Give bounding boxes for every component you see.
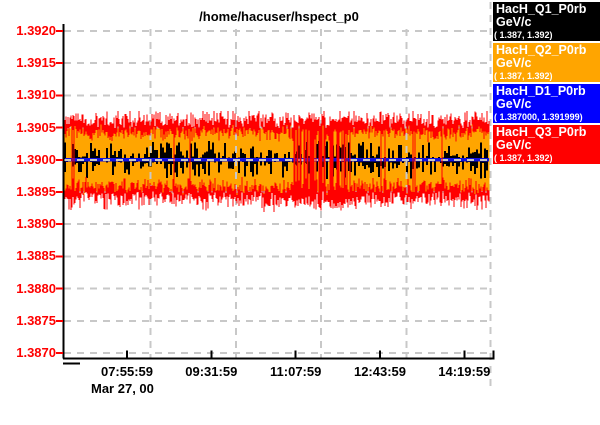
chart-title: /home/hacuser/hspect_p0	[199, 9, 359, 24]
legend-item-hach-q3-p0rb[interactable]: HacH_Q3_P0rb GeV/c( 1.387, 1.392)	[493, 125, 600, 164]
x-axis-tick-label: 11:07:59	[270, 364, 322, 379]
legend-series-units: GeV/c	[496, 15, 532, 29]
y-axis-ticks	[56, 30, 63, 354]
x-axis-date-label: Mar 27, 00	[91, 381, 154, 396]
y-axis-tick-label: 1.3870	[16, 345, 56, 360]
legend-series-range: ( 1.387, 1.392)	[494, 30, 553, 40]
legend-series-name: HacH_Q3_P0rb	[496, 125, 587, 139]
y-axis-tick-label: 1.3875	[16, 312, 56, 328]
legend-series-name: HacH_Q2_P0rb	[496, 43, 587, 57]
legend-series-range: ( 1.387000, 1.391999)	[494, 112, 583, 122]
y-axis-tick-label: 1.3910	[16, 87, 56, 103]
y-axis-tick-label: 1.3895	[16, 184, 56, 199]
x-axis-tick-label: 14:19:59	[438, 364, 491, 379]
legend-series-units: GeV/c	[496, 56, 532, 70]
y-axis-tick-label: 1.3905	[16, 119, 56, 135]
legend-item-hach-d1-p0rb[interactable]: HacH_D1_P0rb GeV/c( 1.387000, 1.391999)	[493, 84, 600, 123]
legend: HacH_Q1_P0rb GeV/c( 1.387, 1.392) HacH_Q2_…	[493, 2, 600, 166]
legend-item-hach-q1-p0rb[interactable]: HacH_Q1_P0rb GeV/c( 1.387, 1.392)	[493, 2, 600, 41]
legend-series-range: ( 1.387, 1.392)	[494, 153, 553, 163]
legend-item-hach-q2-p0rb[interactable]: HacH_Q2_P0rb GeV/c( 1.387, 1.392)	[493, 43, 600, 82]
legend-series-units: GeV/c	[496, 97, 532, 111]
legend-series-range: ( 1.387, 1.392)	[494, 71, 553, 81]
y-axis-tick-label: 1.3900	[16, 151, 56, 167]
legend-series-units: GeV/c	[496, 138, 532, 152]
x-axis-tick-label: 07:55:59	[100, 364, 154, 379]
legend-series-name: HacH_Q1_P0rb	[496, 2, 587, 16]
y-axis-tick-label: 1.3915	[16, 55, 56, 71]
x-axis-tick-label: 12:43:59	[353, 364, 407, 379]
y-axis-tick-label: 1.3885	[16, 248, 56, 264]
series-hach-q3-p0rb-trace	[64, 110, 490, 213]
legend-series-name: HacH_D1_P0rb	[496, 84, 586, 98]
axis-frame	[62, 24, 495, 365]
y-axis-tick-label: 1.3890	[16, 216, 56, 232]
y-axis-tick-label: 1.3880	[16, 280, 56, 296]
x-axis-tick-label: 09:31:59	[185, 364, 238, 379]
y-axis-tick-label: 1.3920	[16, 23, 56, 38]
